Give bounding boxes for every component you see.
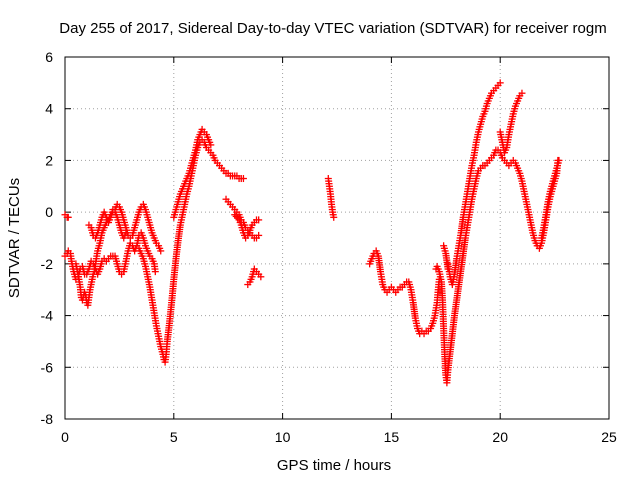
data-point bbox=[122, 229, 130, 237]
y-tick-label: 4 bbox=[45, 101, 53, 117]
data-point bbox=[555, 156, 563, 164]
data-point bbox=[239, 175, 247, 183]
data-point bbox=[157, 247, 165, 255]
data-point bbox=[330, 213, 338, 221]
y-axis-label: SDTVAR / TECUs bbox=[6, 178, 23, 298]
data-point bbox=[257, 273, 265, 281]
y-tick-label: -8 bbox=[41, 411, 54, 427]
y-tick-label: -2 bbox=[41, 256, 54, 272]
y-tick-label: 2 bbox=[45, 152, 53, 168]
x-tick-label: 20 bbox=[492, 429, 508, 445]
x-tick-label: 15 bbox=[384, 429, 400, 445]
data-point bbox=[151, 268, 159, 276]
data-point bbox=[64, 213, 72, 221]
data-point bbox=[444, 265, 452, 273]
x-tick-label: 10 bbox=[275, 429, 291, 445]
data-point bbox=[207, 141, 215, 149]
data-point bbox=[255, 231, 263, 239]
data-point bbox=[255, 216, 263, 224]
x-tick-label: 25 bbox=[601, 429, 617, 445]
plot-frame bbox=[64, 56, 610, 420]
sdtvar-series bbox=[61, 79, 563, 387]
y-tick-label: -6 bbox=[41, 359, 54, 375]
x-axis-label: GPS time / hours bbox=[277, 457, 391, 474]
data-point bbox=[496, 79, 504, 87]
x-tick-label: 0 bbox=[61, 429, 69, 445]
y-tick-label: 0 bbox=[45, 204, 53, 220]
data-point bbox=[518, 89, 526, 97]
axis-ticks bbox=[64, 56, 610, 420]
grid-lines bbox=[65, 57, 609, 419]
x-tick-label: 5 bbox=[170, 429, 178, 445]
tick-labels: 0 5 10 15 20 25 -8 -6 -4 -2 0 2 4 6 bbox=[41, 49, 617, 445]
y-tick-label: -4 bbox=[41, 308, 54, 324]
chart-title: Day 255 of 2017, Sidereal Day-to-day VTE… bbox=[59, 20, 606, 37]
y-tick-label: 6 bbox=[45, 49, 53, 65]
